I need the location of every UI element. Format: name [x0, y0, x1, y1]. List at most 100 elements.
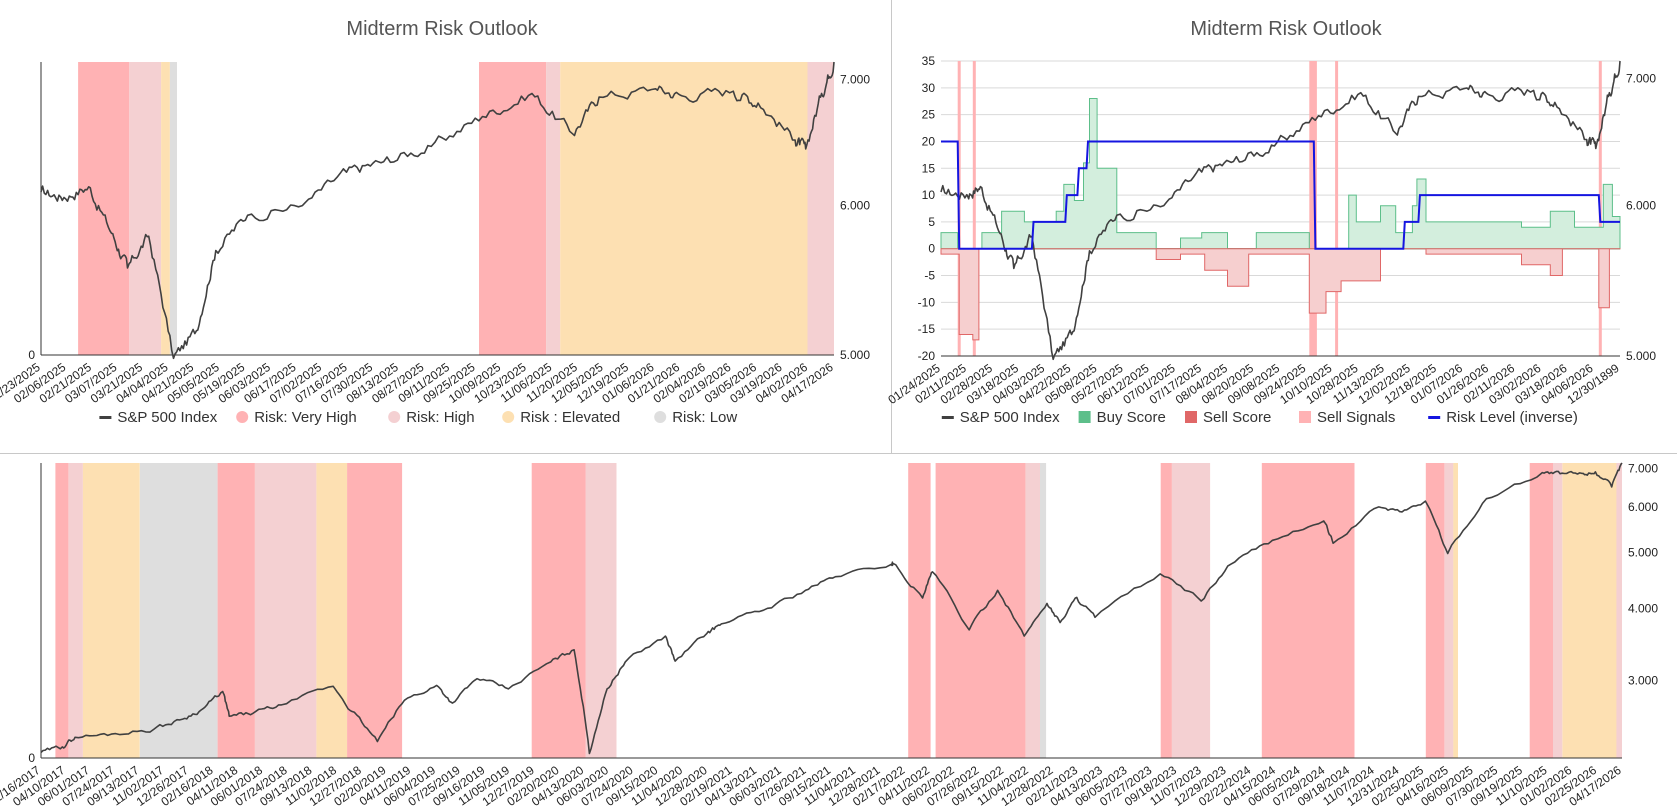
- risk-band: [139, 463, 218, 758]
- legend-label: Sell Score: [1203, 409, 1271, 426]
- risk-band: [908, 463, 931, 758]
- sell-signal-band: [1335, 61, 1339, 356]
- risk-band: [254, 463, 317, 758]
- legend-label: Risk: Low: [672, 409, 737, 426]
- x-tick-labels: 01/23/202502/06/202502/21/202503/07/2025…: [0, 360, 836, 406]
- legend-item: Risk: High: [388, 409, 475, 426]
- left-tick-label: 25: [922, 108, 936, 122]
- sp500-line: [40, 462, 1623, 755]
- sell-signal-band: [1309, 61, 1317, 356]
- chart-title: Midterm Risk Outlook: [1190, 18, 1382, 40]
- x-tick-labels: 02/16/201704/10/201706/01/201707/24/2017…: [0, 763, 1624, 809]
- left-tick-label: 5: [928, 215, 935, 229]
- axes: 5.000 6.000 7.000: [941, 71, 1656, 363]
- risk-band: [169, 62, 177, 355]
- risk-band: [68, 463, 83, 758]
- legend: S&P 500 Index Buy Score Sell Score Sell Sig…: [941, 409, 1578, 426]
- legend-item: Risk : Elevated: [502, 409, 620, 426]
- legend-square-icon: [1185, 411, 1197, 423]
- legend-label: Buy Score: [1097, 409, 1166, 426]
- legend-item: Sell Signals: [1299, 409, 1395, 426]
- risk-band: [560, 62, 808, 355]
- right-tick-label: 7.000: [1628, 461, 1658, 475]
- risk-band: [82, 463, 140, 758]
- panel-divider-horizontal: [0, 453, 1677, 454]
- right-tick-label: 5.000: [1628, 546, 1658, 560]
- left-tick-label: 30: [922, 81, 936, 95]
- left-tick-label: -10: [918, 295, 936, 309]
- legend-label: Risk: High: [406, 409, 474, 426]
- right-tick-label: 6.000: [1626, 199, 1656, 213]
- buy-score-area: [940, 98, 1621, 250]
- legend-item: S&P 500 Index: [99, 409, 218, 426]
- legend: S&P 500 Index Risk: Very High Risk: High Ri…: [99, 409, 737, 426]
- legend-item: Risk: Very High: [236, 409, 357, 426]
- left-tick-label: -20: [918, 349, 936, 363]
- left-tick-label: 10: [922, 188, 936, 202]
- sp500-line: [940, 60, 1621, 361]
- sell-signal-band: [972, 61, 976, 356]
- risk-band: [1025, 463, 1040, 758]
- legend-item: Buy Score: [1078, 409, 1166, 426]
- chart-bottom: 0 3.000 4.000 5.000 6.000 7.000 02/16/201704/…: [0, 461, 1658, 809]
- risk-band: [1171, 463, 1211, 758]
- right-tick-label: 6.000: [840, 199, 870, 213]
- risk-band: [55, 463, 69, 758]
- legend-dot-icon: [236, 411, 249, 423]
- left-tick-label: 20: [922, 134, 936, 148]
- risk-band: [161, 62, 170, 355]
- right-tick-label: 5.000: [1626, 349, 1656, 363]
- left-tick-label: 15: [922, 161, 936, 175]
- legend-line-icon: [1428, 416, 1441, 419]
- legend-label: Sell Signals: [1317, 409, 1395, 426]
- left-tick-label: -5: [924, 269, 935, 283]
- risk-band: [1160, 463, 1172, 758]
- risk-band: [1425, 463, 1445, 758]
- right-tick-label: 5.000: [840, 348, 870, 362]
- legend-label: Risk Level (inverse): [1446, 409, 1578, 426]
- legend-dot-icon: [654, 411, 667, 423]
- risk-band: [1261, 463, 1355, 758]
- chart-title: Midterm Risk Outlook: [346, 18, 538, 40]
- risk-band: [347, 463, 403, 758]
- risk-level-path: [941, 140, 1620, 250]
- risk-band: [1453, 463, 1458, 758]
- x-tick-labels: 01/24/202502/11/202502/28/202503/18/2025…: [885, 361, 1621, 407]
- panel-divider-vertical: [891, 0, 892, 453]
- left-tick-label: 0: [28, 751, 35, 765]
- left-tick-label: 0: [928, 242, 935, 256]
- right-tick-label: 4.000: [1628, 601, 1658, 615]
- legend-label: S&P 500 Index: [960, 409, 1060, 426]
- sp500-line: [40, 61, 835, 360]
- sp500-line-path: [40, 462, 1623, 755]
- legend-item: Risk: Low: [654, 409, 737, 426]
- legend-item: Sell Score: [1185, 409, 1271, 426]
- risk-band: [1553, 463, 1563, 758]
- risk-band: [129, 62, 162, 355]
- legend-label: S&P 500 Index: [117, 409, 217, 426]
- legend-dot-icon: [502, 411, 515, 423]
- legend-label: Risk : Elevated: [520, 409, 620, 426]
- gridlines: -20 -15 -10 -5 0 5 10 15 20 25 30 35: [918, 54, 1620, 363]
- right-tick-label: 7.000: [1626, 71, 1656, 85]
- legend-square-icon: [1299, 411, 1311, 423]
- legend-line-icon: [99, 416, 112, 419]
- left-tick-label: 35: [922, 54, 936, 68]
- sp500-line-path: [940, 60, 1621, 361]
- risk-band: [1529, 463, 1553, 758]
- risk-band: [1562, 463, 1617, 758]
- risk-level-line: [941, 140, 1620, 250]
- right-tick-label: 7.000: [840, 72, 870, 86]
- legend-label: Risk: Very High: [254, 409, 357, 426]
- risk-band: [1444, 463, 1454, 758]
- risk-band: [78, 62, 130, 355]
- legend-item: Risk Level (inverse): [1428, 409, 1578, 426]
- right-tick-label: 6.000: [1628, 500, 1658, 514]
- right-tick-label: 3.000: [1628, 673, 1658, 687]
- legend-square-icon: [1078, 411, 1091, 423]
- risk-band: [316, 463, 348, 758]
- left-tick-label: 0: [28, 348, 35, 362]
- sell-signal-bands: [957, 61, 1602, 356]
